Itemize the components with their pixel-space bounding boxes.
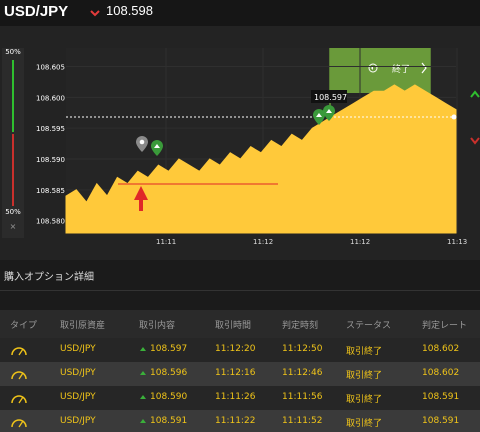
section-title: 購入オプション詳細 <box>4 272 94 283</box>
cell-rate: 108.602 <box>422 368 460 378</box>
cell-time: 11:11:26 <box>215 392 256 402</box>
gauge-icon <box>11 371 27 380</box>
red-arrow-marker <box>134 186 148 211</box>
x-tick-label: 11:12 <box>350 238 370 246</box>
down-arrow-icon[interactable] <box>470 136 480 145</box>
entry-pin-green[interactable] <box>151 140 163 156</box>
price-tooltip: 108.597 <box>311 90 347 103</box>
cell-rate: 108.602 <box>422 344 460 354</box>
cell-status: 取引終了 <box>346 347 383 357</box>
sentiment-down-percent: 50% <box>5 208 21 216</box>
header-time: 取引時間 <box>215 321 252 331</box>
cell-rate: 108.591 <box>422 416 460 426</box>
up-arrow-icon <box>140 394 146 399</box>
cell-content: 108.596 <box>139 368 187 378</box>
sentiment-up-percent: 50% <box>5 48 21 56</box>
price-area <box>65 84 457 234</box>
cell-judge: 11:12:50 <box>282 344 323 354</box>
cell-asset: USD/JPY <box>60 392 96 402</box>
y-tick-label: 108.605 <box>36 64 65 72</box>
table-row[interactable]: USD/JPY 108.596 11:12:16 11:12:46 取引終了 1… <box>0 362 480 386</box>
y-tick-label: 108.590 <box>36 156 65 164</box>
header-bar: USD/JPY 108.598 <box>0 0 480 26</box>
price-chart: 終了 108.605 108.600 108.595 108.590 108.585 10… <box>36 48 467 246</box>
cell-time: 11:12:16 <box>215 368 256 378</box>
cell-asset: USD/JPY <box>60 416 96 426</box>
divider <box>0 290 480 291</box>
up-arrow-icon[interactable] <box>470 90 480 99</box>
cell-asset: USD/JPY <box>60 344 96 354</box>
header-asset: 取引原資産 <box>60 321 106 331</box>
x-tick-label: 11:13 <box>447 238 467 246</box>
current-level-dot <box>451 114 457 120</box>
down-arrow-icon <box>90 10 100 17</box>
y-tick-label: 108.595 <box>36 125 65 133</box>
y-tick-label: 108.600 <box>36 94 65 102</box>
header-judge: 判定時刻 <box>282 321 319 331</box>
gauge-icon <box>11 395 27 404</box>
header-status: ステータス <box>346 321 392 331</box>
cell-asset: USD/JPY <box>60 368 96 378</box>
cell-content-value: 108.590 <box>150 392 188 402</box>
up-arrow-icon <box>140 370 146 375</box>
currency-pair-title: USD/JPY <box>4 3 69 20</box>
close-icon[interactable]: × <box>9 222 17 231</box>
cell-judge: 11:12:46 <box>282 368 323 378</box>
cell-content: 108.591 <box>139 416 187 426</box>
cell-time: 11:12:20 <box>215 344 256 354</box>
header-rate: 判定レート <box>422 321 468 331</box>
end-button-label: 終了 <box>392 63 410 75</box>
cell-content-value: 108.596 <box>150 368 188 378</box>
entry-pin-gray[interactable] <box>136 136 148 152</box>
x-tick-label: 11:11 <box>156 238 176 246</box>
y-tick-label: 108.580 <box>36 218 65 226</box>
cell-rate: 108.591 <box>422 392 460 402</box>
cell-content-value: 108.591 <box>150 416 188 426</box>
gauge-icon <box>11 419 27 428</box>
sentiment-up-bar <box>12 60 14 132</box>
table-header: タイプ 取引原資産 取引内容 取引時間 判定時刻 ステータス 判定レート <box>0 310 480 338</box>
cell-status: 取引終了 <box>346 395 383 405</box>
cell-judge: 11:11:52 <box>282 416 323 426</box>
x-tick-label: 11:12 <box>253 238 273 246</box>
header-type: タイプ <box>10 321 38 331</box>
table-row[interactable]: USD/JPY 108.590 11:11:26 11:11:56 取引終了 1… <box>0 386 480 410</box>
cell-judge: 11:11:56 <box>282 392 323 402</box>
chart-area: 50% 50% × 終了 108.605 108.600 108.595 108.59… <box>0 26 480 260</box>
table-row[interactable]: USD/JPY 108.591 11:11:22 11:11:52 取引終了 1… <box>0 410 480 432</box>
cell-content: 108.597 <box>139 344 187 354</box>
price-tooltip-text: 108.597 <box>314 93 347 102</box>
y-tick-label: 108.585 <box>36 187 65 195</box>
sentiment-gauge: 50% 50% × <box>2 48 24 238</box>
gauge-icon <box>11 347 27 356</box>
cell-content-value: 108.597 <box>150 344 188 354</box>
entry-pin-green-2[interactable] <box>313 109 325 125</box>
cell-content: 108.590 <box>139 392 187 402</box>
up-arrow-icon <box>140 346 146 351</box>
cell-time: 11:11:22 <box>215 416 256 426</box>
cell-status: 取引終了 <box>346 419 383 429</box>
cell-status: 取引終了 <box>346 371 383 381</box>
entry-pin-green-3[interactable] <box>323 105 335 121</box>
sentiment-down-bar <box>12 134 14 206</box>
table-row[interactable]: USD/JPY 108.597 11:12:20 11:12:50 取引終了 1… <box>0 338 480 362</box>
up-arrow-icon <box>140 418 146 423</box>
current-price: 108.598 <box>106 3 153 18</box>
header-content: 取引内容 <box>139 321 176 331</box>
